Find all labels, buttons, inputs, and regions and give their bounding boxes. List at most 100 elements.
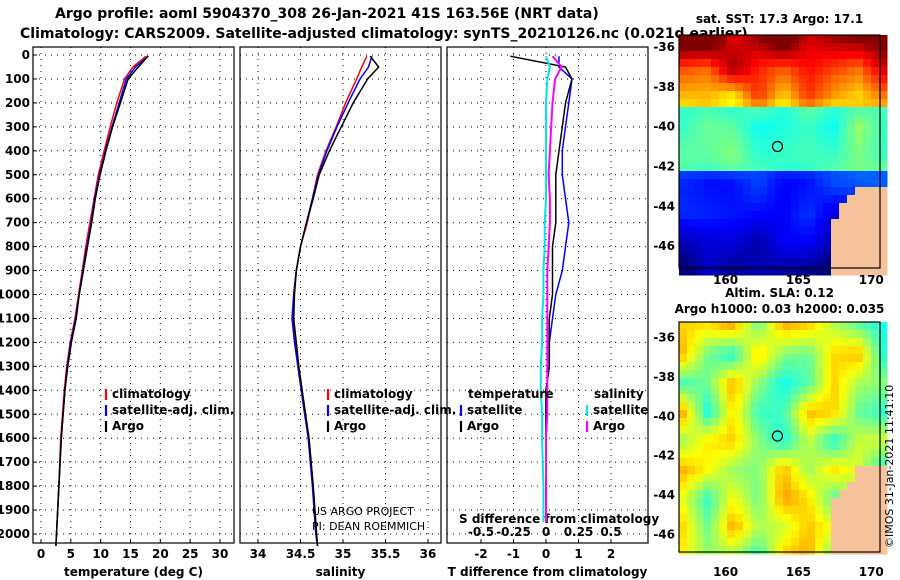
sla-map-cell xyxy=(815,394,824,403)
sla-map-cell xyxy=(815,418,824,427)
sst-map-cell xyxy=(695,83,704,92)
sst-map-cell xyxy=(831,227,840,236)
sst-map-cell xyxy=(879,43,888,52)
sst-map-cell xyxy=(719,203,728,212)
sla-map-cell xyxy=(823,474,832,483)
sla-map-cell xyxy=(679,338,688,347)
sst-map-cell xyxy=(823,235,832,244)
sst-map-cell xyxy=(863,259,872,268)
sst-map-cell xyxy=(711,67,720,76)
sst-map-cell xyxy=(847,219,856,228)
sst-map-cell xyxy=(815,107,824,116)
sst-map-cell xyxy=(695,243,704,252)
sla-map-cell xyxy=(783,482,792,491)
sst-map-cell xyxy=(791,99,800,108)
sst-map-cell xyxy=(815,187,824,196)
sla-map-cell xyxy=(871,474,880,483)
sst-map-cell xyxy=(695,75,704,84)
sla-map-cell xyxy=(839,538,848,547)
sst-map-cell xyxy=(679,227,688,236)
sla-map-cell xyxy=(799,338,808,347)
sst-map-cell xyxy=(863,51,872,60)
sla-map-cell xyxy=(679,322,688,331)
sla-map-cell xyxy=(823,458,832,467)
sst-map-cell xyxy=(863,35,872,44)
sst-map-cell xyxy=(799,171,808,180)
imos-credit: ©IMOS 31-Jan-2021 11:41:10 xyxy=(883,385,896,548)
sst-map-cell xyxy=(743,51,752,60)
sla-map-cell xyxy=(703,418,712,427)
sla-map-cell xyxy=(679,354,688,363)
sst-map-cell xyxy=(711,99,720,108)
sla-map-cell xyxy=(847,370,856,379)
sst-map-cell xyxy=(727,43,736,52)
sst-map-cell xyxy=(775,107,784,116)
sla-map-cell xyxy=(815,370,824,379)
sla-map-cell xyxy=(839,426,848,435)
sst-map-cell xyxy=(727,243,736,252)
sla-map-cell xyxy=(831,442,840,451)
sst-map-cell xyxy=(863,219,872,228)
sst-map-cell xyxy=(807,203,816,212)
sla-map-cell xyxy=(823,514,832,523)
sst-map-cell xyxy=(791,131,800,140)
sla-map-cell xyxy=(695,322,704,331)
sst-map-cell xyxy=(847,115,856,124)
temperature-tick-label: 5 xyxy=(67,547,75,561)
sst-map-cell xyxy=(695,99,704,108)
sla-map-cell xyxy=(767,322,776,331)
sst-map-cell xyxy=(775,155,784,164)
sla-map-cell xyxy=(799,482,808,491)
sla-map-cell xyxy=(863,450,872,459)
sst-map-cell xyxy=(831,115,840,124)
sst-map-cell xyxy=(759,35,768,44)
sla-map-cell xyxy=(711,330,720,339)
sla-map-cell xyxy=(831,538,840,547)
sla-map-cell xyxy=(855,514,864,523)
sst-map-cell xyxy=(823,155,832,164)
sst-map-cell xyxy=(815,235,824,244)
sla-map-cell xyxy=(871,402,880,411)
sst-map-cell xyxy=(687,171,696,180)
sla-map-cell xyxy=(783,402,792,411)
sla-map-cell xyxy=(863,362,872,371)
sst-map-cell xyxy=(879,219,888,228)
sla-map-cell xyxy=(719,378,728,387)
sla-map-cell xyxy=(775,394,784,403)
sla-map-cell xyxy=(855,490,864,499)
sla-map-cell xyxy=(791,418,800,427)
sst-map-cell xyxy=(743,171,752,180)
depth-tick-label: 900 xyxy=(5,264,30,278)
sst-map-cell xyxy=(735,107,744,116)
sst-map-cell xyxy=(711,75,720,84)
sla-map-cell xyxy=(687,538,696,547)
sla-map-cell xyxy=(759,530,768,539)
sla-map-cell xyxy=(703,538,712,547)
sst-map-cell xyxy=(687,115,696,124)
sla-map-cell xyxy=(871,394,880,403)
sla-map-cell xyxy=(719,346,728,355)
sla-map-cell xyxy=(823,322,832,331)
sla-map-cell xyxy=(751,418,760,427)
sla-lat-label: -46 xyxy=(653,527,675,541)
sst-map-cell xyxy=(751,203,760,212)
sla-map-cell xyxy=(847,450,856,459)
sst-map-cell xyxy=(719,267,728,276)
sla-map-cell xyxy=(695,434,704,443)
sla-map-cell xyxy=(735,466,744,475)
sst-map-cell xyxy=(791,171,800,180)
sla-map-cell xyxy=(775,354,784,363)
sst-map-cell xyxy=(735,83,744,92)
sst-map-cell xyxy=(759,155,768,164)
legend-label: satellite-adj. clim. xyxy=(334,403,456,417)
sla-map-cell xyxy=(727,322,736,331)
sla-map-cell xyxy=(839,362,848,371)
sla-map-cell xyxy=(775,362,784,371)
sst-map-cell xyxy=(855,123,864,132)
sla-map-cell xyxy=(751,322,760,331)
sst-lat-label: -38 xyxy=(653,80,675,94)
sla-map-cell xyxy=(807,450,816,459)
sla-map-cell xyxy=(863,482,872,491)
sst-map-cell xyxy=(791,219,800,228)
sst-map-cell xyxy=(831,243,840,252)
